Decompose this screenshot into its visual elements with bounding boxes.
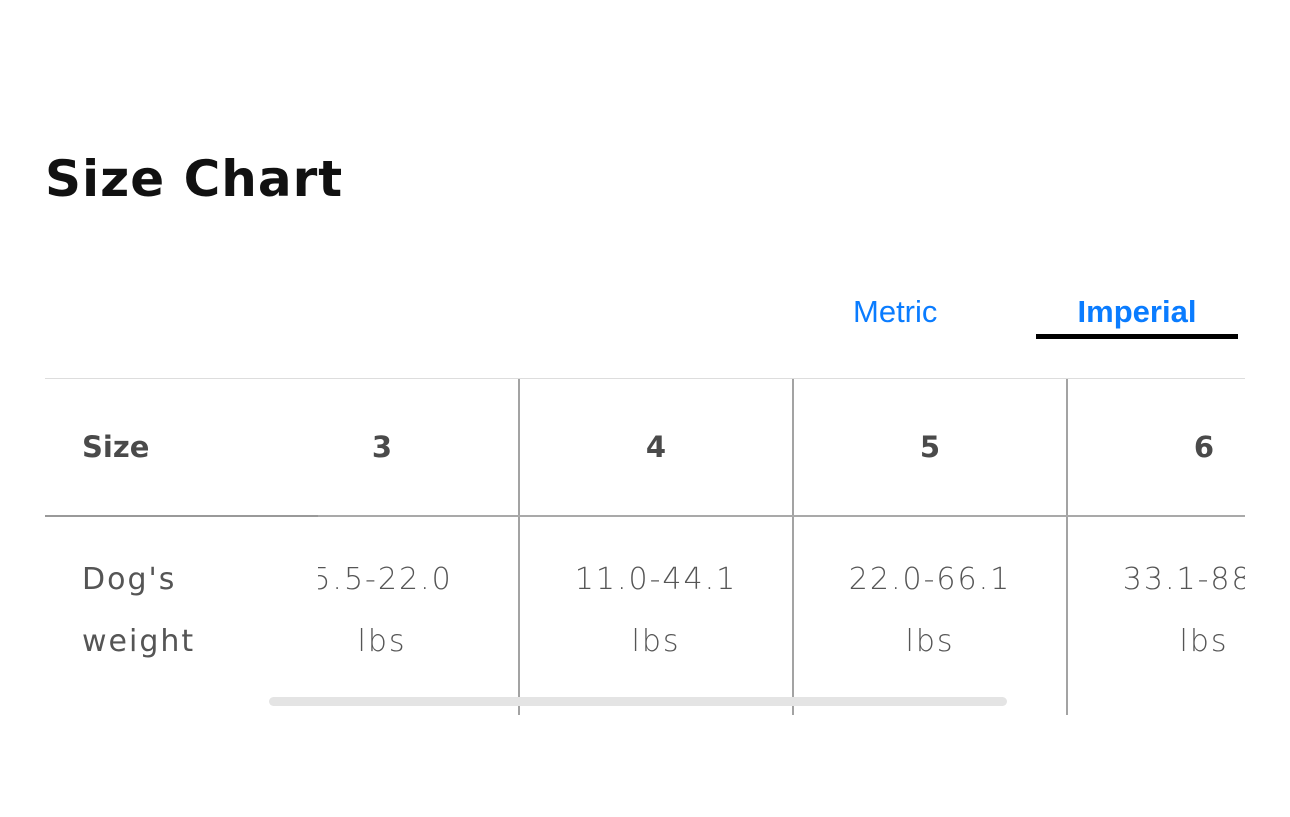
table-column-size-5: 5 22.0-66.1 lbs xyxy=(793,379,1067,715)
column-divider xyxy=(518,379,520,715)
row-divider xyxy=(45,515,318,517)
horizontal-scrollbar[interactable] xyxy=(269,697,1007,706)
table-scroll-area[interactable]: 3 5.5-22.0 lbs 4 11.0-44.1 lbs 5 22.0-66.1… xyxy=(245,379,1245,715)
weight-cell: 22.0-66.1 lbs xyxy=(793,549,1067,673)
weight-range: 5.5-22.0 xyxy=(311,562,453,597)
weight-unit: lbs xyxy=(631,624,681,659)
active-tab-indicator xyxy=(1036,334,1238,339)
column-divider xyxy=(792,379,794,715)
size-header: 6 xyxy=(1193,430,1215,464)
weight-unit: lbs xyxy=(905,624,955,659)
table-column-size-4: 4 11.0-44.1 lbs xyxy=(519,379,793,715)
size-header: 5 xyxy=(919,430,941,464)
weight-cell: 5.5-22.0 lbs xyxy=(245,549,519,673)
weight-range: 33.1-88.2 xyxy=(1122,562,1245,597)
page-title: Size Chart xyxy=(45,150,344,208)
tab-metric[interactable]: Metric xyxy=(853,294,938,329)
tab-imperial[interactable]: Imperial xyxy=(1077,294,1197,329)
size-header: 3 xyxy=(371,430,393,464)
weight-cell: 11.0-44.1 lbs xyxy=(519,549,793,673)
weight-unit: lbs xyxy=(1179,624,1229,659)
row-header-size: Size xyxy=(82,430,150,464)
column-divider xyxy=(1066,379,1068,715)
sticky-row-headers: Size Dog's weight xyxy=(45,379,318,715)
size-header: 4 xyxy=(645,430,667,464)
weight-range: 11.0-44.1 xyxy=(574,562,738,597)
row-header-weight-line2: weight xyxy=(82,624,196,659)
row-header-weight-line1: Dog's xyxy=(82,562,177,597)
weight-cell: 33.1-88.2 lbs xyxy=(1067,549,1245,673)
table-column-size-6: 6 33.1-88.2 lbs xyxy=(1067,379,1245,715)
weight-range: 22.0-66.1 xyxy=(848,562,1012,597)
row-divider xyxy=(245,515,1245,517)
size-table: 3 5.5-22.0 lbs 4 11.0-44.1 lbs 5 22.0-66.1… xyxy=(45,378,1245,715)
row-header-weight: Dog's weight xyxy=(82,549,195,673)
weight-unit: lbs xyxy=(357,624,407,659)
table-column-size-3: 3 5.5-22.0 lbs xyxy=(245,379,519,715)
